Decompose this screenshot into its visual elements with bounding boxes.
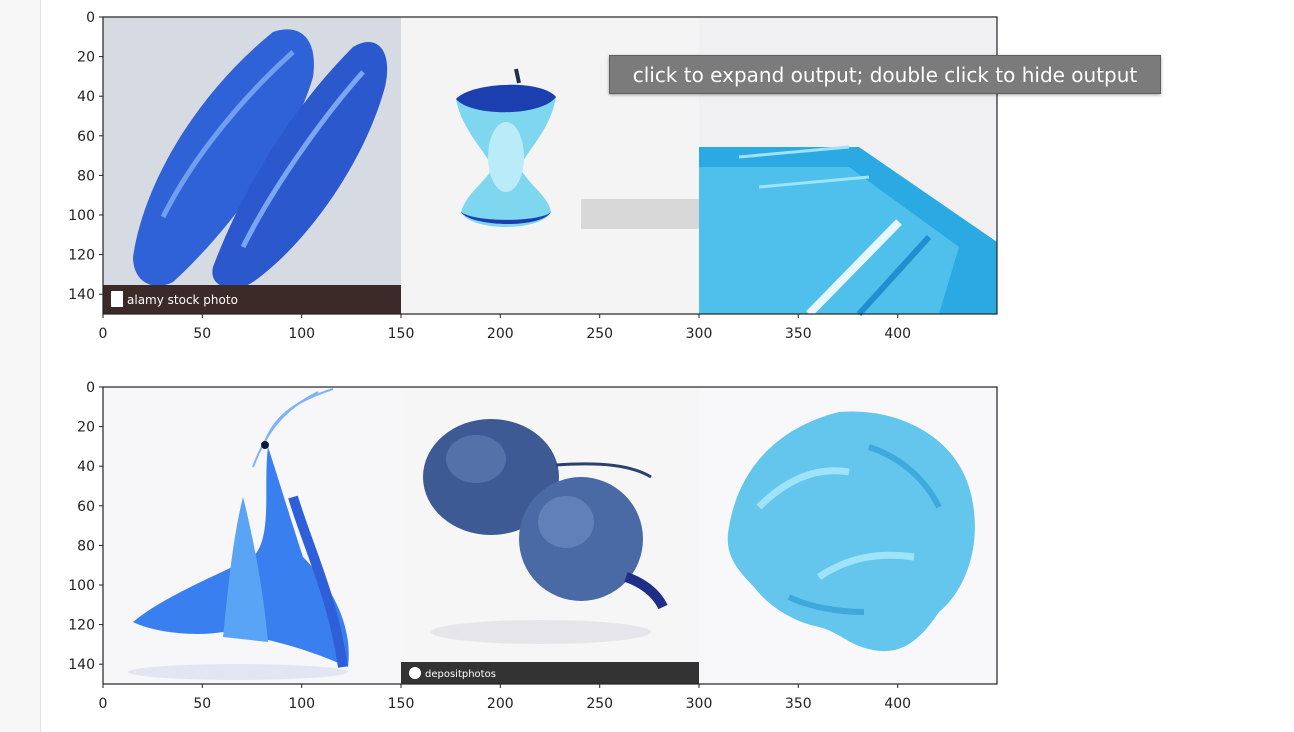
image-shrimp [103, 387, 401, 684]
alamy-watermark: alamy stock photo [127, 293, 238, 307]
output-toggle-tooltip[interactable]: click to expand output; double click to … [609, 55, 1161, 94]
ytick-label: 140 [68, 287, 95, 303]
xtick-label: 200 [487, 696, 514, 712]
xtick-label: 50 [193, 696, 211, 712]
alamy-banner [103, 285, 401, 314]
xtick-label: 100 [288, 326, 315, 342]
image-blue-beets: depositphotos [401, 387, 699, 684]
depositphotos-banner [401, 662, 699, 684]
ytick-label: 20 [77, 50, 95, 66]
xtick-label: 400 [884, 326, 911, 342]
xtick-label: 150 [388, 326, 415, 342]
ytick-label: 100 [68, 208, 95, 224]
yaxis-top: 0 20 40 60 80 100 120 140 [68, 10, 103, 303]
ytick-label: 140 [68, 657, 95, 673]
image-fish-fillets: alamy stock photo [103, 17, 401, 314]
ytick-label: 40 [77, 89, 95, 105]
yaxis-bottom: 0 20 40 60 80 100 120 140 [68, 380, 103, 673]
ytick-label: 60 [77, 499, 95, 515]
ytick-label: 120 [68, 618, 95, 634]
cell-gutter [0, 0, 41, 732]
ytick-label: 60 [77, 129, 95, 145]
xtick-label: 150 [388, 696, 415, 712]
xtick-label: 350 [785, 696, 812, 712]
ytick-label: 0 [86, 10, 95, 26]
depositphotos-watermark: depositphotos [425, 669, 496, 680]
ytick-label: 20 [77, 420, 95, 436]
ytick-label: 120 [68, 248, 95, 264]
image-fusilli-pasta [699, 387, 997, 684]
xaxis-top: 0 50 100 150 200 250 300 350 400 [99, 314, 911, 342]
xtick-label: 200 [487, 326, 514, 342]
xtick-label: 250 [586, 696, 613, 712]
xtick-label: 0 [99, 696, 108, 712]
ytick-label: 100 [68, 578, 95, 594]
ytick-label: 80 [77, 538, 95, 554]
xtick-label: 350 [785, 326, 812, 342]
xtick-label: 50 [193, 326, 211, 342]
output-figure[interactable]: alamy stock photo [41, 0, 1294, 732]
xtick-label: 0 [99, 326, 108, 342]
xaxis-bottom: 0 50 100 150 200 250 300 350 400 [99, 684, 911, 712]
xtick-label: 250 [586, 326, 613, 342]
subplot-bottom: depositphotos 0 20 40 60 80 [68, 380, 998, 712]
xtick-label: 100 [288, 696, 315, 712]
xtick-label: 300 [686, 696, 713, 712]
ytick-label: 40 [77, 459, 95, 475]
axes-frame-top [102, 16, 998, 315]
image-apple-core [401, 17, 699, 314]
axes-frame-bottom [102, 386, 998, 685]
ytick-label: 0 [86, 380, 95, 396]
xtick-label: 300 [686, 326, 713, 342]
ytick-label: 80 [77, 168, 95, 184]
xtick-label: 400 [884, 696, 911, 712]
